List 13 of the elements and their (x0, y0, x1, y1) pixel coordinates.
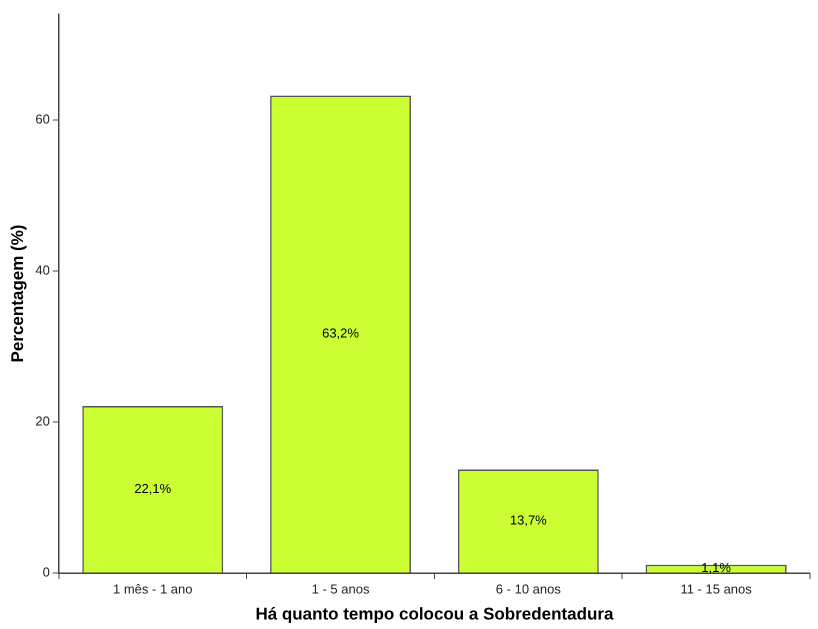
y-tick-label: 40 (35, 262, 50, 278)
y-tick-label: 20 (35, 413, 50, 428)
x-tick-label: 1 mês - 1 ano (113, 581, 192, 596)
y-tick-label: 60 (35, 111, 50, 126)
data-label: 22,1% (134, 480, 172, 496)
x-tick-label: 1 - 5 anos (312, 581, 370, 596)
data-label: 63,2% (322, 326, 360, 341)
x-tick-label: 6 - 10 anos (496, 581, 562, 596)
data-label: 13,7% (510, 512, 548, 528)
x-axis-title: Há quanto tempo colocou a Sobredentadura (255, 604, 614, 624)
x-tick-label: 11 - 15 anos (680, 581, 752, 596)
y-axis-title: Percentagem (%) (8, 224, 27, 362)
y-tick-label: 0 (42, 564, 50, 580)
